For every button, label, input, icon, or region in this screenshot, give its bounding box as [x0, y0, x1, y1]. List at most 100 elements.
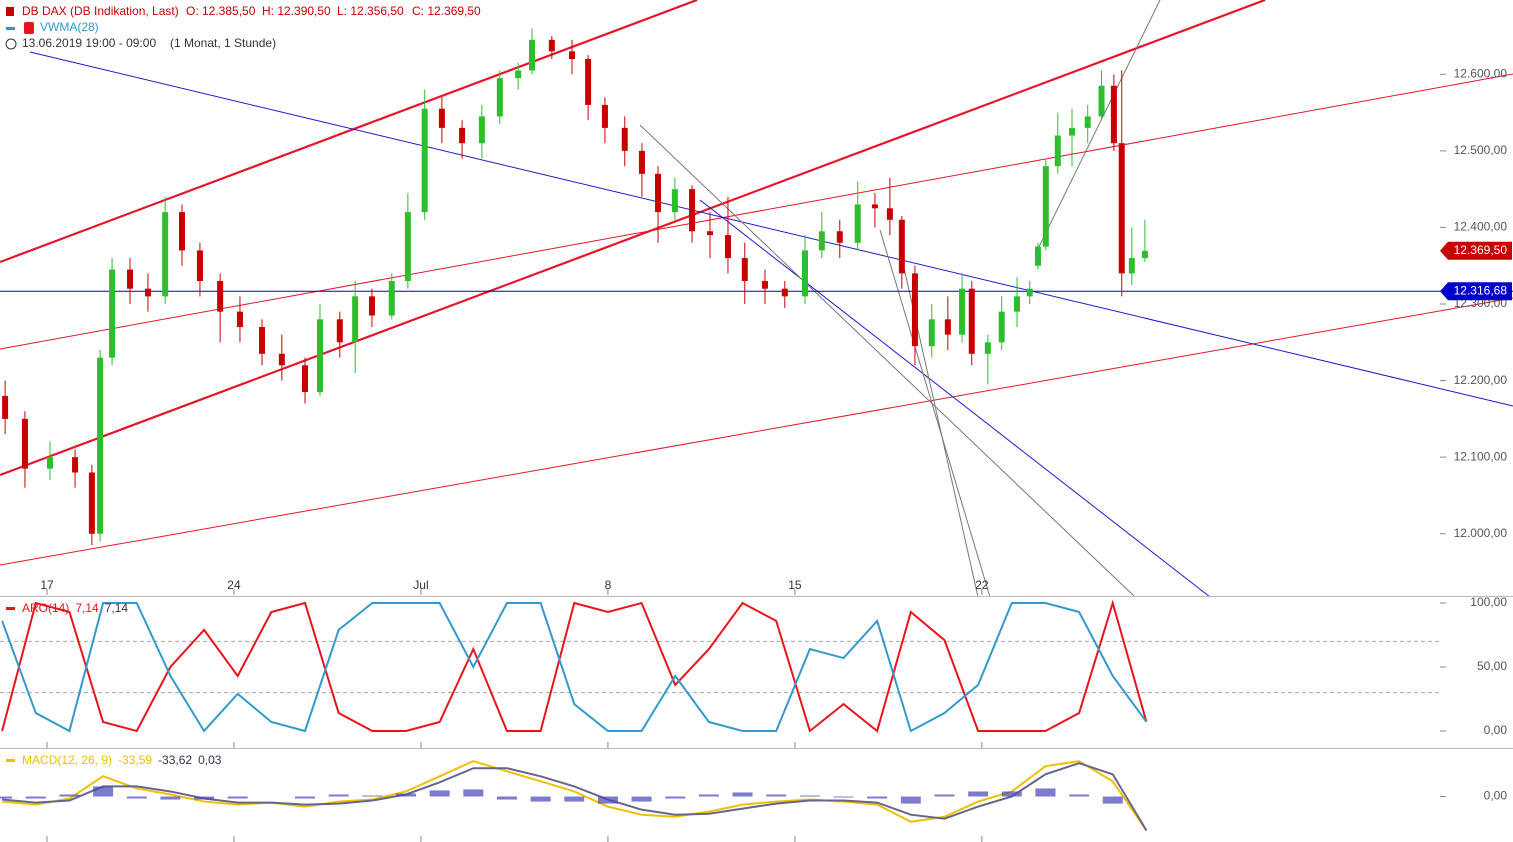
histogram-bar — [1035, 788, 1056, 797]
candle-body — [707, 231, 714, 236]
histogram-bar — [867, 796, 888, 799]
candle-body — [515, 70, 522, 79]
y-tick-label: 0,00 — [1484, 789, 1508, 803]
candle-body — [585, 58, 592, 105]
candle-body — [144, 288, 151, 297]
histogram-bar — [395, 793, 416, 797]
candle-body — [21, 418, 28, 469]
period: (1 Monat, 1 Stunde) — [170, 36, 276, 50]
legend-value: 7,14 — [75, 601, 99, 615]
candle-body — [1034, 246, 1041, 266]
candle-body — [741, 258, 748, 282]
candle-body — [898, 219, 905, 274]
histogram-bar — [429, 790, 450, 797]
histogram-bar — [1069, 794, 1090, 797]
candle-body — [1068, 127, 1075, 136]
candle-body — [968, 288, 975, 354]
candle-body — [404, 212, 411, 282]
candle-body — [302, 365, 309, 393]
candle-body — [178, 212, 185, 251]
candle-body — [352, 296, 359, 343]
histogram-bar — [833, 796, 854, 798]
y-tick-label: 12.000,00 — [1454, 526, 1508, 540]
candle-body — [1118, 143, 1125, 274]
candle-body — [196, 250, 203, 282]
legend-value: -33,62 — [158, 753, 192, 767]
overlay: VWMA(28) — [40, 20, 99, 34]
candle-body — [689, 189, 696, 232]
indicator-line — [1, 599, 1148, 733]
candle-body — [928, 319, 935, 347]
histogram-bar — [160, 796, 181, 800]
candle-body — [459, 127, 466, 144]
candle-body — [959, 288, 966, 335]
candle-body — [316, 319, 323, 393]
histogram-bar — [295, 796, 316, 799]
range: 13.06.2019 19:00 - 09:00 — [22, 36, 156, 50]
histogram-bar — [227, 796, 248, 799]
histogram-bar — [530, 796, 551, 802]
histogram-bar — [194, 796, 215, 800]
legend-icon — [6, 759, 15, 762]
candle-body — [88, 472, 95, 534]
x-tick-label: 8 — [605, 578, 612, 592]
candle-body — [478, 116, 485, 144]
histogram-bar — [564, 796, 585, 802]
candle-body — [236, 311, 243, 327]
candle-body — [998, 311, 1005, 343]
price-marker — [1440, 282, 1512, 301]
ohlc-open: O: 12.385,50 — [186, 4, 256, 18]
histogram-bar — [93, 786, 114, 797]
candle-body — [109, 269, 116, 358]
candle-body — [886, 208, 893, 220]
candle-body — [162, 212, 169, 297]
instrument-icon — [6, 7, 14, 16]
ohlc-close: C: 12.369,50 — [412, 4, 481, 18]
x-tick-label: 24 — [227, 578, 241, 592]
candle-body — [761, 281, 768, 289]
ohlc-low: L: 12.356,50 — [337, 4, 404, 18]
candle-body — [529, 39, 536, 71]
candle-body — [548, 39, 555, 52]
candle-body — [1084, 116, 1091, 128]
candle-body — [944, 319, 951, 335]
histogram-bar — [1102, 796, 1123, 804]
candle-body — [259, 326, 266, 354]
y-tick-label: 50,00 — [1477, 659, 1507, 673]
candle-body — [569, 51, 576, 59]
y-tick-label: 12.200,00 — [1454, 373, 1508, 387]
y-tick-label: 12.600,00 — [1454, 66, 1508, 80]
histogram-bar — [362, 795, 383, 797]
histogram-bar — [698, 794, 719, 797]
candle-body — [655, 173, 662, 213]
candle-body — [871, 204, 878, 209]
candle-body — [638, 150, 645, 174]
histogram-bar — [900, 796, 921, 804]
histogram-bar — [328, 794, 349, 797]
candle-body — [836, 231, 843, 243]
legend-icon — [6, 607, 15, 610]
candle-body — [97, 357, 104, 534]
y-tick-label: 12.500,00 — [1454, 143, 1508, 157]
candle-body — [217, 281, 224, 312]
indicator-line — [2, 762, 1148, 832]
clock-icon — [5, 38, 17, 50]
legend-title: MACD(12, 26, 9) — [22, 753, 112, 767]
legend-value: 7,14 — [105, 601, 129, 615]
x-tick-label: 22 — [975, 578, 989, 592]
candle-body — [781, 288, 788, 297]
price-marker-label: 12.316,68 — [1454, 283, 1508, 297]
header: DB DAX (DB Indikation, Last) O: 12.385,5… — [5, 4, 481, 50]
histogram-bar — [25, 796, 46, 799]
candle-body — [801, 250, 808, 297]
candle-body — [72, 457, 79, 473]
y-tick-label: 0,00 — [1484, 723, 1508, 737]
indicator-line — [1, 602, 1148, 733]
candle-body — [46, 457, 53, 469]
candle-body — [368, 296, 375, 316]
x-tick-label: Jul — [413, 578, 428, 592]
candle-body — [1054, 135, 1061, 167]
histogram-bar — [799, 795, 820, 797]
candle-body — [911, 273, 918, 347]
